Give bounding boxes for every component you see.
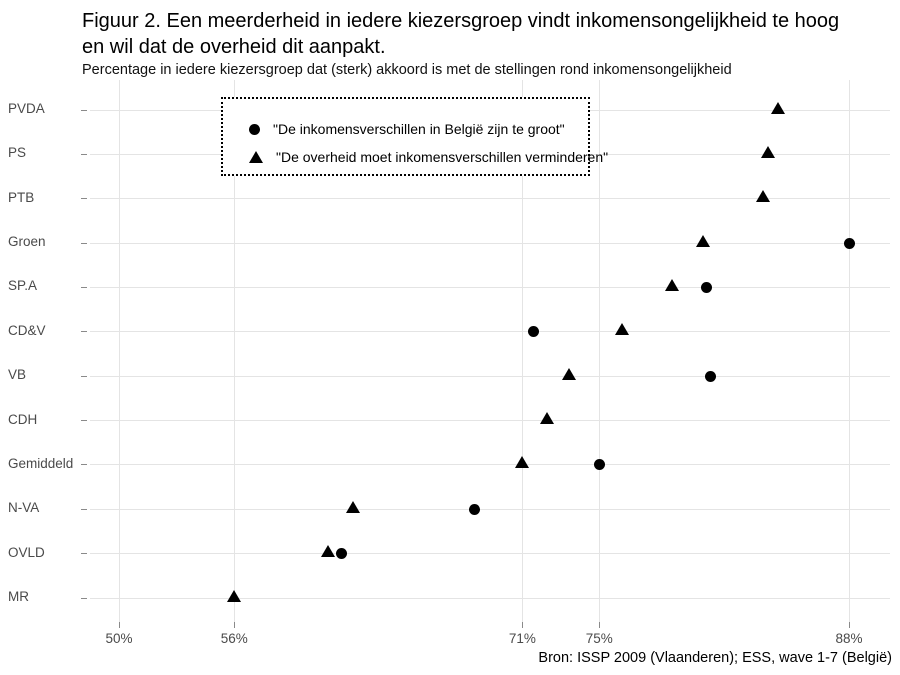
chart-subtitle: Percentage in iedere kiezersgroep dat (s… (82, 62, 732, 78)
vertical-gridline (848, 80, 850, 622)
x-tick-label: 50% (105, 631, 133, 646)
y-axis-tick (81, 508, 87, 510)
y-axis-tick (81, 242, 87, 244)
y-axis-tick (81, 198, 87, 200)
vertical-gridline (233, 80, 235, 622)
chart-title-line-2: en wil dat de overheid dit aanpakt. (82, 36, 386, 58)
x-axis-tick (848, 622, 850, 628)
source-note: Bron: ISSP 2009 (Vlaanderen); ESS, wave … (538, 650, 892, 666)
triangle-marker-icon (249, 151, 263, 163)
data-point-triangle (346, 500, 361, 513)
y-axis-label: VB (8, 367, 27, 383)
y-axis-tick (81, 420, 87, 422)
legend-item-circle: "De inkomensverschillen in België zijn t… (249, 119, 565, 139)
y-axis-label: OVLD (8, 544, 45, 560)
data-point-triangle (665, 278, 680, 291)
vertical-gridline (118, 80, 120, 622)
y-axis-label: N-VA (8, 500, 40, 516)
y-axis-tick (81, 286, 87, 288)
data-point-circle (701, 281, 713, 293)
x-axis-tick (598, 622, 600, 628)
vertical-gridline (598, 80, 600, 622)
data-point-triangle (561, 367, 576, 380)
y-axis-tick (81, 375, 87, 377)
chart-title-line-1: Figuur 2. Een meerderheid in iedere kiez… (82, 10, 840, 32)
y-axis-label: SP.A (8, 278, 38, 294)
x-tick-label: 88% (835, 631, 863, 646)
y-axis-label: CDH (8, 411, 38, 427)
horizontal-gridline (90, 331, 890, 333)
data-point-triangle (696, 234, 710, 247)
y-axis-tick (81, 153, 87, 155)
horizontal-gridline (90, 420, 890, 422)
y-axis-label: MR (8, 589, 29, 604)
y-axis-tick (81, 109, 87, 111)
y-axis-label: PTB (8, 189, 35, 205)
data-point-triangle (761, 145, 776, 158)
x-axis-tick (118, 622, 120, 628)
data-point-triangle (615, 323, 630, 336)
y-axis-tick (81, 553, 87, 555)
legend: "De inkomensverschillen in België zijn t… (221, 97, 608, 176)
horizontal-gridline (90, 375, 890, 377)
y-axis-label: CD&V (8, 322, 46, 338)
y-axis-tick (81, 597, 87, 599)
data-point-triangle (540, 412, 555, 425)
horizontal-gridline (90, 597, 890, 599)
data-point-circle (468, 503, 480, 515)
y-axis-label: Groen (8, 234, 46, 250)
horizontal-gridline (90, 508, 890, 510)
x-tick-label: 75% (585, 631, 613, 646)
y-axis-label: PS (8, 145, 27, 161)
data-point-circle (843, 237, 855, 249)
horizontal-gridline (90, 553, 890, 555)
legend-label-circle: "De inkomensverschillen in België zijn t… (273, 121, 565, 137)
data-point-circle (593, 459, 605, 471)
x-axis-tick (521, 622, 523, 628)
data-point-triangle (755, 190, 770, 203)
chart-title: Figuur 2. Een meerderheid in iedere kiez… (82, 8, 892, 60)
data-point-circle (336, 548, 348, 560)
y-axis-tick (81, 331, 87, 333)
data-point-triangle (227, 589, 242, 602)
data-point-triangle (515, 456, 530, 469)
x-tick-label: 71% (508, 631, 536, 646)
y-axis-label: PVDA (8, 101, 45, 116)
data-point-circle (528, 326, 540, 338)
legend-label-triangle: "De overheid moet inkomensverschillen ve… (276, 149, 609, 165)
x-tick-label: 56% (220, 631, 248, 646)
data-point-circle (705, 370, 717, 382)
horizontal-gridline (90, 242, 890, 244)
vertical-gridline (521, 80, 523, 622)
legend-item-triangle: "De overheid moet inkomensverschillen ve… (249, 147, 608, 167)
horizontal-gridline (90, 464, 890, 466)
data-point-triangle (321, 545, 336, 558)
y-axis-tick (81, 464, 87, 466)
circle-marker-icon (249, 123, 260, 135)
x-axis-tick (233, 622, 235, 628)
data-point-triangle (770, 101, 785, 114)
horizontal-gridline (90, 198, 890, 200)
y-axis-label: Gemiddeld (8, 455, 74, 471)
horizontal-gridline (90, 286, 890, 288)
